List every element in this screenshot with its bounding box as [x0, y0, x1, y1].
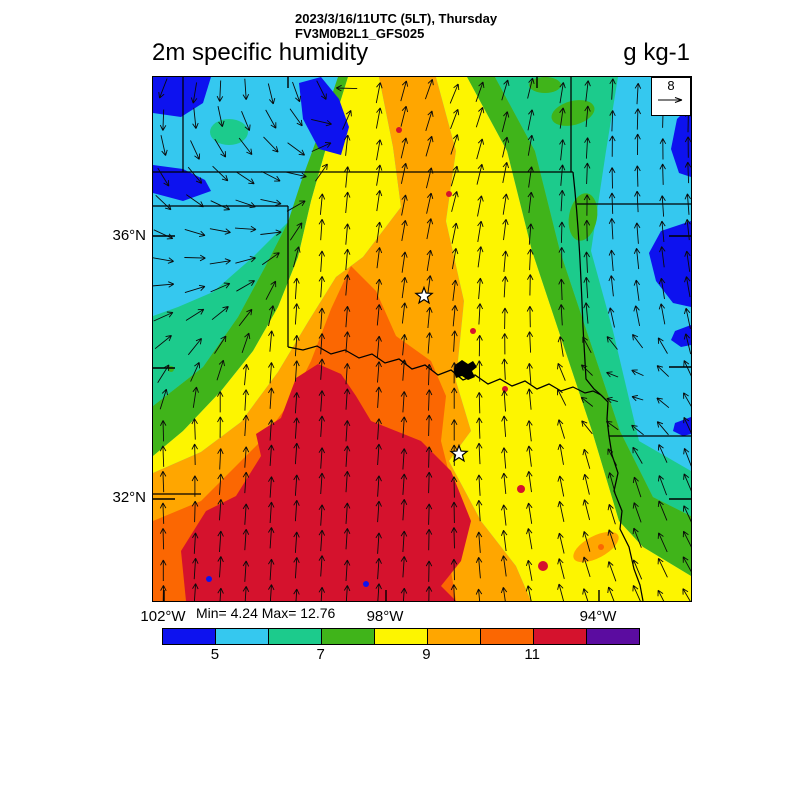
field-red-speck: [396, 127, 402, 133]
colorbar-segment-4: [374, 629, 427, 644]
field-region-blue-leftedge: [153, 165, 211, 201]
colorbar-segment-0: [163, 629, 215, 644]
minmax-stats: Min= 4.24 Max= 12.76: [196, 605, 336, 621]
colorbar-segment-7: [533, 629, 586, 644]
field-region-red-core: [181, 364, 471, 601]
datetime-title: 2023/3/16/11UTC (5LT), Thursday: [295, 11, 498, 26]
colorbar-tick-label-7: 7: [316, 646, 325, 663]
field-red-speck: [502, 386, 508, 392]
field-patch-green-spot-a: [529, 77, 561, 93]
field-red-speck: [446, 191, 452, 197]
colorbar: [162, 628, 640, 645]
city-star-2: [449, 443, 469, 463]
field-red-speck: [598, 544, 604, 550]
wind-vectors: [153, 77, 691, 601]
colorbar-segment-5: [427, 629, 480, 644]
field-red-speck: [470, 328, 476, 334]
model-title: FV3M0B2L1_GFS025: [295, 26, 425, 41]
field-red-speck: [517, 485, 525, 493]
field-patch-green-spot-b: [551, 100, 595, 126]
variable-title: 2m specific humidity: [152, 39, 369, 66]
lat-label-32n: 32°N: [112, 489, 146, 506]
colorbar-tick-label-11: 11: [524, 646, 541, 663]
lon-label-98w: 98°W: [366, 608, 404, 625]
field-region-blue-right-b: [649, 221, 691, 307]
humidity-field: [153, 77, 691, 601]
field-region-emerald-right: [495, 77, 691, 516]
field-region-green-right-band: [467, 77, 691, 576]
map-plot: [152, 76, 692, 602]
field-region-emerald-left-band: [153, 222, 288, 406]
city-star-markers: [414, 285, 469, 463]
state-borders: [153, 77, 691, 601]
colorbar-tick-label-9: 9: [422, 646, 431, 663]
field-blue-speck: [206, 576, 212, 582]
lon-label-102w: 102°W: [140, 608, 186, 625]
field-region-yellow-left-band: [153, 77, 401, 473]
field-patch-emerald-spot-topleft: [210, 119, 248, 145]
field-region-yellow-right: [436, 77, 691, 601]
field-patch-orange-patch-se: [573, 531, 619, 563]
colorbar-segment-1: [215, 629, 268, 644]
field-red-speck: [538, 561, 548, 571]
colorbar-segment-2: [268, 629, 321, 644]
field-region-blue-streak: [299, 77, 349, 155]
field-blue-speck: [363, 581, 369, 587]
colorbar-segment-3: [321, 629, 374, 644]
field-region-blue-topleft: [153, 77, 211, 117]
wind-reference-box: 8: [651, 77, 691, 116]
field-region-blue-right-c: [671, 325, 691, 347]
colorbar-segment-6: [480, 629, 533, 644]
units-label: g kg-1: [623, 39, 690, 66]
lat-label-36n: 36°N: [112, 227, 146, 244]
lon-label-94w: 94°W: [579, 608, 617, 625]
colorbar-segment-8: [586, 629, 639, 644]
lake-texoma: [454, 360, 477, 380]
city-star-1: [414, 285, 434, 305]
wind-reference-arrow: [658, 97, 683, 103]
colorbar-tick-label-5: 5: [210, 646, 220, 663]
wind-reference-value: 8: [667, 78, 675, 93]
field-region-blue-right-a: [671, 105, 691, 177]
